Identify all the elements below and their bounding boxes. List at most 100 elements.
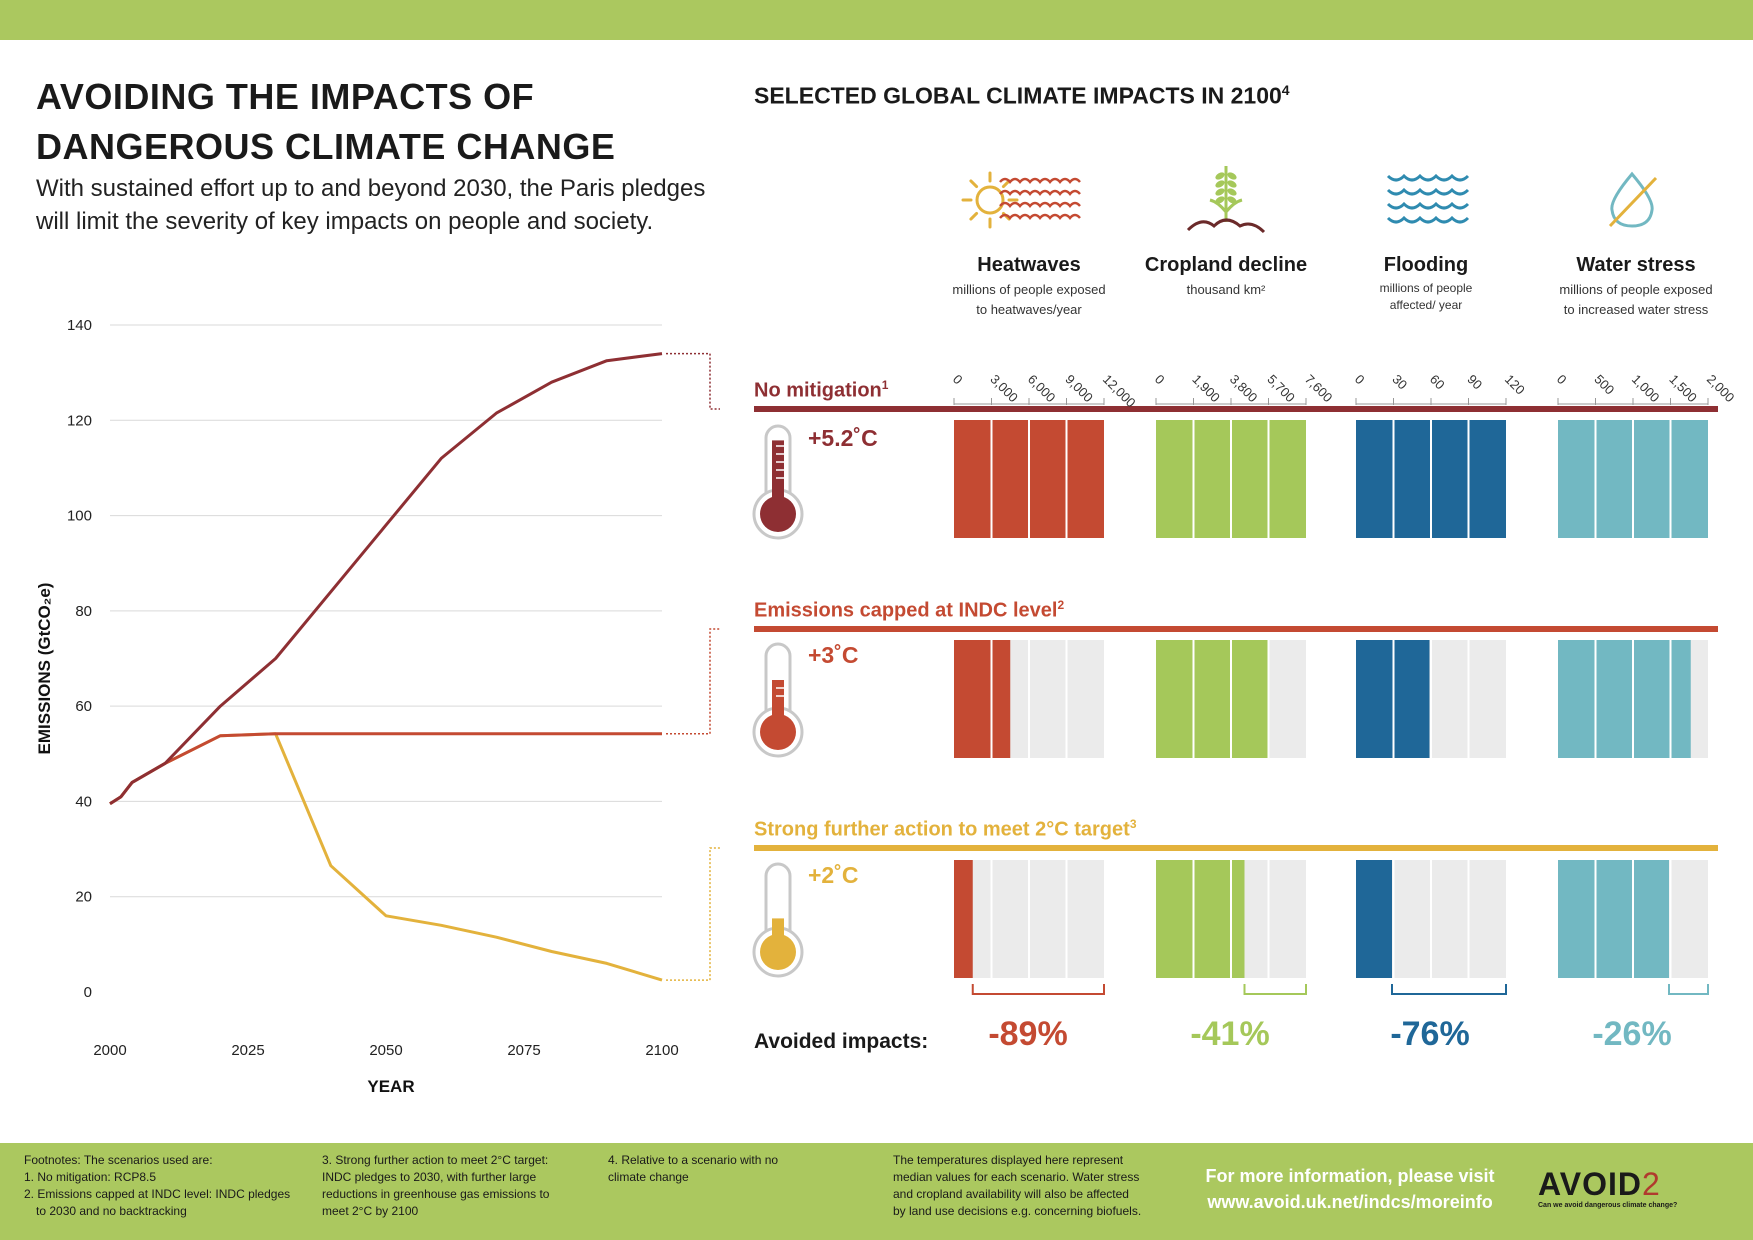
category-cropland: Cropland decline thousand km² [1126,254,1326,300]
avoided-bracket [1668,984,1709,995]
waves-icon [1386,173,1470,224]
bar-heatwaves [954,860,973,978]
axis-tick-label: 2,000 [1704,372,1738,406]
axis-tick-label: 60 [1427,372,1448,393]
avoid2-logo: AVOID2 Can we avoid dangerous climate ch… [1538,1168,1677,1209]
series-connector [666,847,720,981]
thermometer-icon [752,424,804,540]
footnote-line: The temperatures displayed here represen… [893,1153,1124,1167]
axis-tick-label: 7,600 [1302,372,1336,406]
unit-line: to heatwaves/year [976,302,1082,317]
series-line [109,352,663,806]
footnote-line: by land use decisions e.g. concerning bi… [893,1204,1142,1218]
heatwave-icon [961,171,1081,229]
footnote-line: 4. Relative to a scenario with no [608,1153,779,1167]
bar-heatwaves [954,640,1011,758]
footnotes-col-2: 3. Strong further action to meet 2°C tar… [322,1152,549,1220]
leaves [1209,198,1243,215]
grain [1215,188,1225,196]
bar-cropland-decline [1156,640,1269,758]
footnote-line: meet 2°C by 2100 [322,1204,419,1218]
x-tick-label: 2025 [231,1042,264,1059]
thermometer-mercury [772,680,784,738]
category-name: Cropland decline [1144,254,1308,276]
grain [1215,196,1225,204]
y-tick-label: 80 [75,603,92,620]
more-info-text: For more information, please visit [1205,1166,1495,1186]
emissions-line-chart: 0 20 40 60 80 100 120 140 2000 2025 2050 2075 2100 YE… [35,317,720,1096]
scenario-rule [754,406,1718,412]
impacts-graphic: 0 3,000 6,000 9,000 12,000 0 1,900 3,800 5,700 7,… [752,166,1738,995]
axis-tick-label: 0 [1152,372,1168,388]
axis-tick-label: 1,000 [1629,372,1663,406]
title-line-2: DANGEROUS CLIMATE CHANGE [36,126,616,167]
footnote-line: reductions in greenhouse gas emissions t… [322,1187,550,1201]
scenario-name: Strong further action to meet 2°C target [754,818,1130,841]
more-info: For more information, please visit www.a… [1180,1163,1520,1215]
y-tick-label: 120 [67,412,92,429]
unit-line: millions of people [1379,281,1473,295]
subtitle-line-1: With sustained effort up to and beyond 2… [36,175,706,202]
y-tick-label: 60 [75,698,92,715]
scenario-name: No mitigation [754,379,882,402]
footnote-line: 2. Emissions capped at INDC level: INDC … [24,1187,291,1201]
wave-line [1386,173,1470,182]
axis-tick-label: 90 [1464,372,1485,393]
logo-number: 2 [1641,1166,1661,1202]
category-unit: millions of people exposed to increased w… [1536,280,1736,320]
more-info-link[interactable]: www.avoid.uk.net/indcs/moreinfo [1207,1192,1493,1212]
thermometer-mercury [772,918,784,958]
x-tick-label: 2000 [93,1042,126,1059]
title-line-1: AVOIDING THE IMPACTS OF [36,76,535,117]
y-tick-label: 140 [67,317,92,334]
axis-tick-label: 1,900 [1189,372,1223,406]
temperature-2c: +2˚C [808,862,859,888]
logo-avoid: AVOID [1538,1166,1642,1202]
y-tick-label: 0 [84,984,92,1001]
axis-tick-label: 9,000 [1062,372,1096,406]
unit-line: to increased water stress [1563,302,1709,317]
wave-line [1386,215,1470,224]
category-flooding: Flooding millions of people affected/ yea… [1326,254,1526,314]
logo-word: AVOID2 [1538,1168,1677,1200]
axis-tick-label: 0 [1554,372,1570,388]
bar-cropland-decline [1156,860,1245,978]
axis-tick-label: 6,000 [1025,372,1059,406]
scenario-name: Emissions capped at INDC level [754,599,1058,622]
sun-ray [969,211,979,221]
heat-wave-line [999,177,1081,184]
thermometer-mercury [772,440,784,520]
unit-line: thousand km² [1186,282,1266,297]
top-banner [0,0,1753,40]
category-name: Heatwaves [977,254,1081,276]
category-name: Water stress [1576,254,1696,276]
scenario-label-indc: Emissions capped at INDC level2 [754,598,1064,623]
axis-tick-label: 3,800 [1227,372,1261,406]
footer-banner [0,1143,1753,1240]
avoided-impacts-label: Avoided impacts: [754,1030,929,1053]
impacts-title-footnote: 4 [1281,82,1290,98]
impacts-title-text: SELECTED GLOBAL CLIMATE IMPACTS IN 2100 [754,82,1282,109]
footnotes-col-4: The temperatures displayed here represen… [893,1152,1141,1220]
water-drop-icon [1608,171,1658,228]
category-name: Flooding [1383,254,1469,276]
footnotes-col-3: 4. Relative to a scenario with no climat… [608,1152,778,1186]
grain [1215,172,1225,180]
crop-icon [1186,166,1266,234]
series-connector [666,352,720,410]
axis-tick-label: 3,000 [987,372,1021,406]
category-unit: thousand km² [1126,280,1326,300]
sun-ray [1001,179,1011,189]
impacts-title: SELECTED GLOBAL CLIMATE IMPACTS IN 21004 [754,82,1290,110]
footnote-line: climate change [608,1170,689,1184]
axis-tick-label: 0 [950,372,966,388]
temperature-no-mitigation: +5.2˚C [808,425,878,451]
drop-outline [1610,171,1654,228]
grain [1227,180,1237,188]
logo-tagline: Can we avoid dangerous climate change? [1538,1202,1678,1209]
axis-tick-label: 500 [1591,372,1617,398]
axis-tick-label: 30 [1389,372,1410,393]
strike-line [1608,176,1658,228]
scenario-label-2c: Strong further action to meet 2°C target… [754,817,1137,842]
wave-line [1386,201,1470,210]
